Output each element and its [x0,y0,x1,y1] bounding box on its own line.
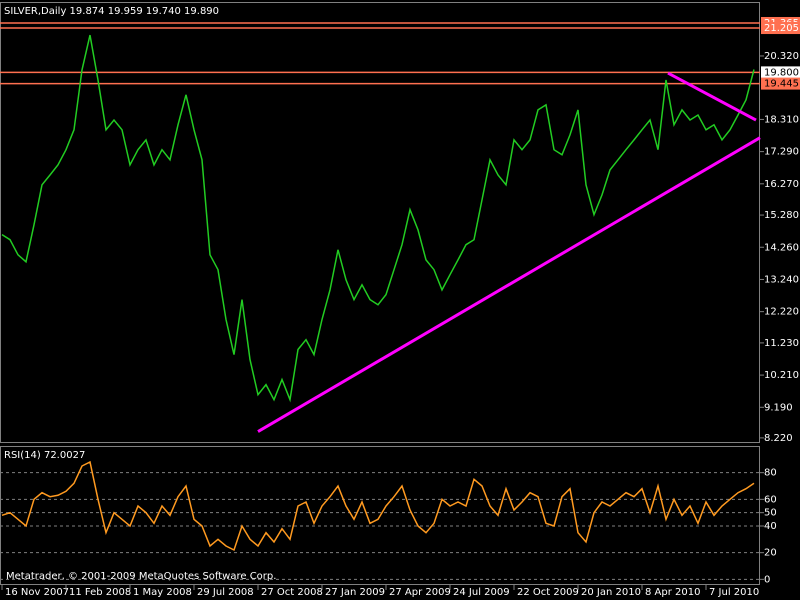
x-tick-label: 27 Oct 2008 [261,587,323,598]
y-tick-label: 14.260 [764,242,799,253]
series-line [1,34,755,403]
x-tick-label: 27 Jan 2009 [325,587,385,598]
series-line [1,460,755,552]
y-tick-label: 8.220 [764,433,793,444]
trend-line [257,136,761,433]
y-tick-label: 10.210 [764,370,799,381]
y-tick-label: 11.230 [764,338,799,349]
y-tick-label: 20.320 [764,51,799,62]
y-tick-label: 9.190 [764,402,793,413]
level-label-box [761,66,800,79]
y-tick-label: 12.220 [764,307,799,318]
x-tick-label: 22 Oct 2009 [517,587,579,598]
level-label-box [761,22,800,35]
panel-title: SILVER,Daily 19.874 19.959 19.740 19.890 [4,6,219,17]
level-label: 19.445 [764,79,799,90]
x-tick-label: 16 Nov 2007 [5,587,69,598]
x-tick-label: 20 Jan 2010 [581,587,641,598]
y-tick-label: 16.270 [764,179,799,190]
x-tick-label: 7 Jul 2010 [709,587,759,598]
x-tick-label: 8 Apr 2010 [645,587,700,598]
y-tick-label: 18.310 [764,114,799,125]
x-tick-label: 1 May 2008 [133,587,192,598]
y-tick-label: 60 [764,494,777,505]
x-tick-label: 11 Feb 2008 [69,587,131,598]
y-tick-label: 50 [764,508,777,519]
x-tick-label: 29 Jul 2008 [197,587,254,598]
y-tick-label: 17.290 [764,147,799,158]
y-tick-label: 15.280 [764,210,799,221]
x-tick-label: 24 Jul 2009 [453,587,510,598]
y-tick-label: 80 [764,468,777,479]
y-tick-label: 20 [764,548,777,559]
level-label: 21.205 [764,23,799,34]
y-tick-label: 0 [764,574,770,585]
trend-line [667,71,757,122]
panel-frame [0,2,760,443]
footer: Metatrader, © 2001-2009 MetaQuotes Softw… [6,571,276,582]
x-tick-label: 27 Apr 2009 [389,587,451,598]
y-tick-label: 13.240 [764,274,799,285]
y-tick-label: 40 [764,521,777,532]
panel-title: RSI(14) 72.0027 [4,450,85,461]
level-label: 19.800 [764,67,799,78]
level-label-box [761,77,800,90]
panel-frame [0,446,760,585]
